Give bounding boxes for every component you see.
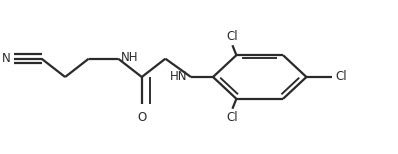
Text: Cl: Cl [226, 30, 238, 43]
Text: NH: NH [121, 51, 139, 64]
Text: O: O [137, 111, 146, 124]
Text: N: N [2, 52, 11, 65]
Text: Cl: Cl [335, 71, 347, 83]
Text: HN: HN [170, 70, 188, 83]
Text: Cl: Cl [226, 111, 238, 124]
